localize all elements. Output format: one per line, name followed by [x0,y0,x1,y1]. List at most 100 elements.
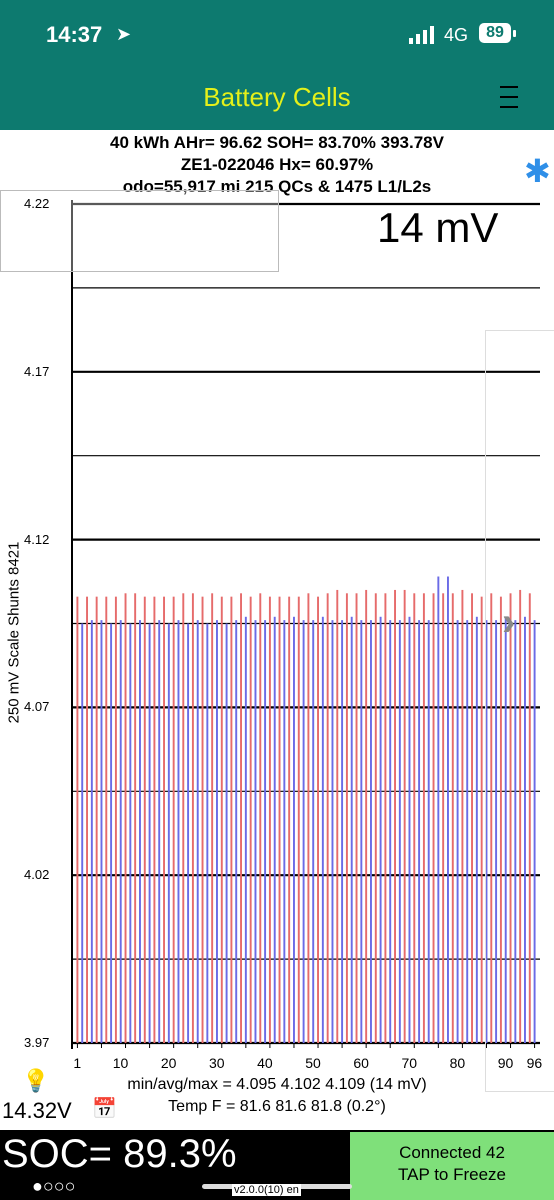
cell-bar-86 [485,620,488,1043]
cell-bar-84 [475,616,478,1043]
cell-bar-20 [167,623,170,1043]
cell-bar-81 [461,589,464,1043]
cell-bar-16 [148,623,151,1043]
cell-bar-28 [206,623,209,1043]
cell-bar-32 [225,623,228,1043]
cell-bar-89 [499,596,502,1043]
cell-bar-54 [331,620,334,1043]
cell-bar-68 [398,620,401,1043]
cell-bar-2 [81,623,84,1043]
y-tick-label: 3.97 [24,1035,50,1050]
cell-bar-62 [370,620,372,1043]
cell-bar-92 [514,620,517,1043]
cell-bar-66 [389,620,392,1043]
cell-bar-21 [172,596,175,1043]
x-tick-label: 50 [305,1055,321,1071]
cell-bar-60 [360,620,363,1043]
calendar-icon[interactable]: 📅 [92,1098,117,1120]
cell-bar-56 [341,620,344,1043]
cell-bar-29 [211,593,214,1043]
temperature-stats: Temp F = 81.6 81.6 81.8 (0.2°) [168,1098,386,1115]
cell-bar-30 [216,620,218,1043]
cell-bar-18 [158,620,161,1043]
y-tick-label: 4.22 [24,196,50,211]
x-tick-label: 40 [257,1055,273,1071]
x-tick-label: 10 [112,1055,129,1071]
cell-bar-33 [230,596,233,1043]
cell-bar-26 [196,620,199,1043]
cell-bar-46 [293,616,295,1043]
x-tick-label: 96 [526,1055,543,1071]
cell-bar-7 [105,596,108,1043]
cell-bar-65 [384,593,387,1043]
cell-bar-87 [490,593,493,1043]
cell-bar-11 [124,593,127,1043]
cell-bar-88 [495,620,498,1043]
cell-bar-73 [422,593,425,1043]
network-type: 4G [444,25,469,45]
cell-bar-71 [413,593,416,1043]
min-avg-max: min/avg/max = 4.095 4.102 4.109 (14 mV) [127,1076,427,1093]
version-label: v2.0.0(10) en [232,1184,301,1196]
cell-bar-25 [191,593,194,1043]
cell-bar-51 [317,596,319,1043]
cell-bar-74 [427,620,430,1043]
cell-bar-48 [302,620,305,1043]
status-bar: 14:37 ➤ 4G 89 [0,0,554,66]
page-indicator[interactable]: ●○○○ [32,1176,76,1196]
cell-bar-8 [110,623,113,1043]
zoom-overlay[interactable] [0,190,279,272]
lightbulb-icon[interactable]: 💡 [22,1068,50,1093]
cell-bar-72 [418,620,421,1043]
cell-bar-85 [480,596,483,1043]
soc-value: SOC= 89.3% [2,1132,237,1176]
pack-voltage: 14.32V [2,1098,72,1123]
y-tick-label: 4.02 [24,867,50,883]
cell-bar-37 [249,596,252,1043]
cell-bar-82 [466,620,469,1043]
cell-bar-64 [379,616,382,1043]
cell-bar-44 [283,620,286,1043]
cell-bar-24 [187,623,190,1043]
x-tick-label: 60 [353,1055,369,1071]
cell-bar-42 [273,616,276,1043]
cell-bar-96 [533,620,536,1043]
cell-bar-6 [100,620,103,1043]
cell-bar-19 [163,596,165,1043]
cell-bar-3 [86,596,88,1043]
cell-bar-10 [119,620,122,1043]
cell-bar-63 [374,593,377,1043]
cell-bar-75 [432,593,435,1043]
signal-icon [409,26,434,44]
chevron-right-icon[interactable]: › [502,600,516,644]
cell-bar-90 [504,616,507,1043]
spread-label: 14 mV [377,204,499,251]
side-panel[interactable] [485,330,554,1092]
freeze-label: TAP to Freeze [397,1165,507,1184]
connect-freeze-button[interactable]: Connected 42 TAP to Freeze [350,1132,554,1200]
header-line-2: ZE1-022046 Hx= 60.97% [180,155,374,174]
cell-bar-94 [524,616,526,1043]
cell-bar-17 [153,596,156,1043]
x-tick-label: 1 [73,1055,82,1071]
cell-bar-80 [456,620,459,1043]
x-tick-label: 20 [160,1055,177,1071]
x-tick-label: 30 [208,1055,225,1071]
cell-bar-38 [254,620,257,1043]
cell-bar-57 [345,593,348,1043]
cell-bar-69 [403,589,406,1043]
cell-bar-23 [182,593,185,1043]
cell-bar-1 [76,596,79,1043]
cell-bar-91 [509,593,512,1043]
cell-bar-27 [201,596,204,1043]
cell-bar-61 [365,589,368,1043]
cell-bar-13 [134,593,137,1043]
hamburger-menu-icon[interactable] [498,78,522,118]
cell-bar-53 [326,593,329,1043]
cell-bar-39 [259,593,262,1043]
cell-bar-45 [288,596,291,1043]
x-tick-label: 80 [449,1055,466,1071]
bluetooth-star-icon[interactable]: ✱ [524,153,551,189]
cell-bar-50 [312,620,315,1043]
y-tick-label: 4.12 [24,531,50,547]
